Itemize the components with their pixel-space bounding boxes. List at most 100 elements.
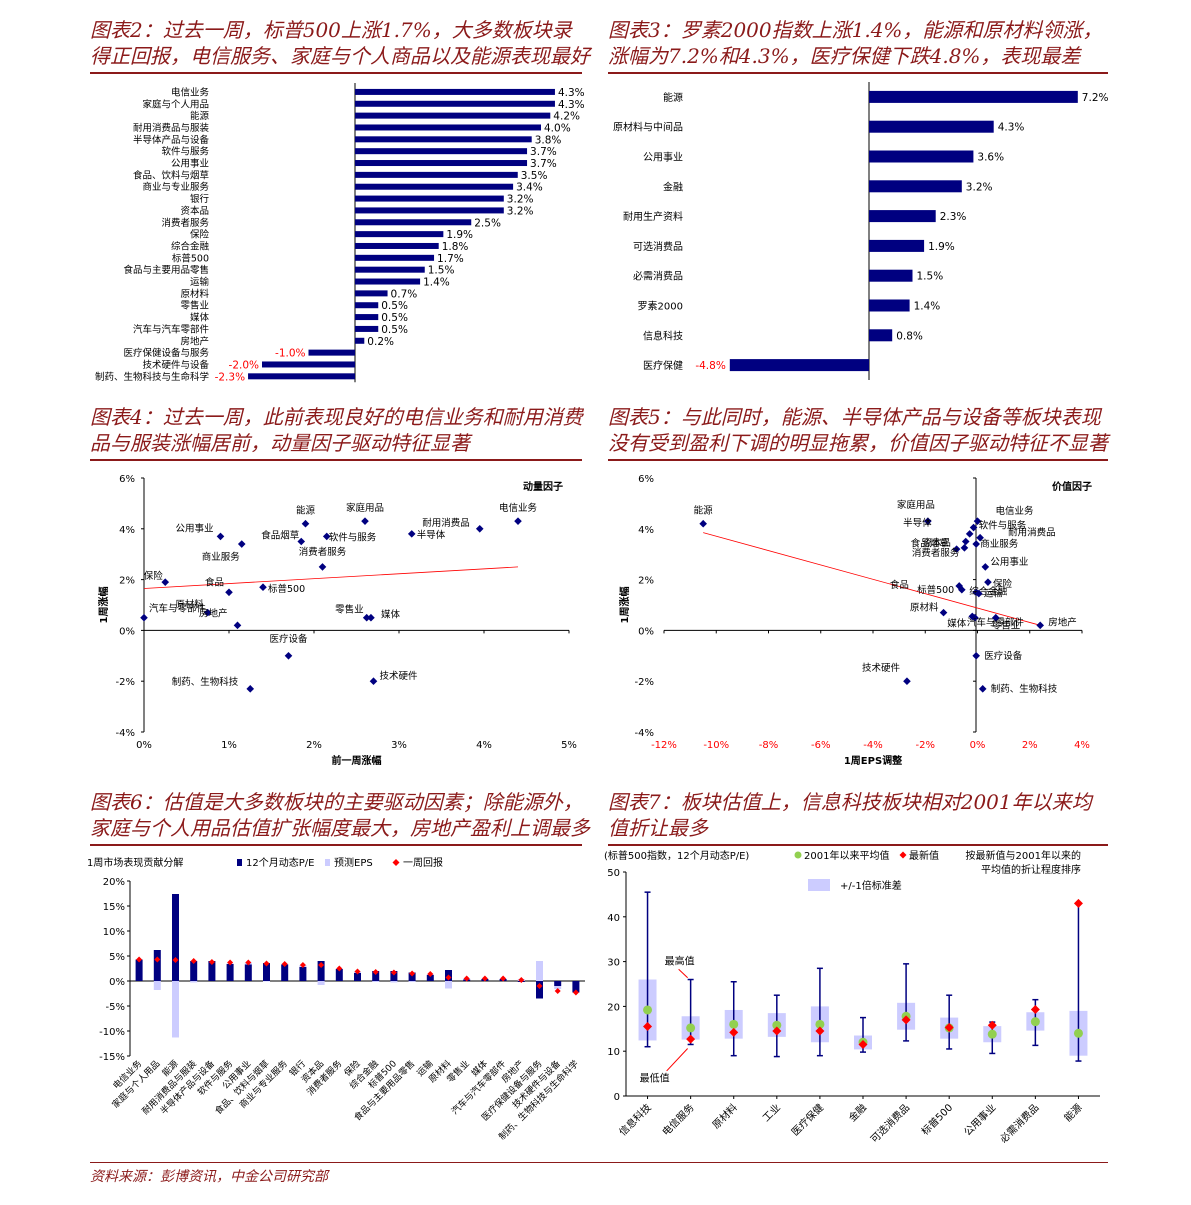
fig2-category-label: 软件与服务	[161, 146, 209, 158]
fig5-point-label: 资本品	[922, 537, 951, 549]
fig5-point-label: 媒体	[947, 617, 967, 629]
fig2-category-label: 商业与专业服务	[142, 181, 209, 193]
fig2-category-label: 能源	[190, 110, 210, 122]
fig6-pe-bar	[390, 971, 398, 981]
fig6-return-point	[372, 969, 379, 975]
fig5-trendline	[703, 532, 1041, 626]
fig7-title: 图表7：板块估值上，信息科技板块相对2001年以来均 值折让最多	[608, 789, 1128, 841]
fig2-bar	[355, 266, 425, 273]
source-note: 资料来源：彭博资讯，中金公司研究部	[90, 1169, 328, 1185]
fig6-return-point	[208, 959, 215, 965]
fig2-category-label: 标普500	[172, 252, 209, 264]
fig2-bar	[355, 302, 379, 309]
fig2-category-label: 家庭与个人用品	[142, 98, 209, 110]
fig5-y-tick-label: 6%	[638, 474, 654, 485]
fig5-x-tick-label: -8%	[759, 740, 778, 751]
fig6-legend-pe: 12个月动态P/E	[246, 856, 314, 869]
fig6-pe-bar	[554, 981, 562, 986]
fig5-point	[984, 578, 992, 586]
fig7-legend-latest: 最新值	[909, 850, 939, 862]
fig7-category-label: 信息科技	[616, 1101, 653, 1138]
fig4-point	[362, 613, 371, 622]
fig3-bar	[869, 329, 893, 342]
fig4-point	[284, 652, 293, 660]
fig7-latest-point	[643, 1022, 653, 1032]
fig6-return-point	[572, 989, 579, 996]
fig2-bar	[355, 148, 528, 155]
fig3-category-label: 公用事业	[643, 151, 683, 164]
fig6-y-tick-label: 15%	[103, 902, 125, 913]
fig6-y-tick-label: -10%	[99, 1027, 125, 1038]
fig2-bar	[355, 278, 421, 285]
fig6-pe-bar	[354, 973, 361, 981]
fig5-point-label: 公用事业	[990, 556, 1028, 568]
fig3-category-label: 金融	[663, 180, 683, 193]
fig6-legend-return: 一周回报	[403, 856, 443, 869]
fig3-bar	[869, 269, 913, 282]
fig7-legend-std: +/-1倍标准差	[840, 879, 902, 892]
fig5-point	[965, 530, 974, 538]
fig7-note-line2: 平均值的折让程度排序	[981, 863, 1081, 876]
fig6-eps-bar	[263, 981, 270, 982]
fig3-bar	[869, 120, 994, 133]
fig4-point-label: 家庭用品	[346, 502, 384, 514]
fig7-latest-point	[729, 1027, 739, 1037]
fig7-category-label: 医疗保健	[789, 1101, 826, 1138]
fig6-pe-bar	[408, 972, 416, 981]
fig2-data-label: 1.8%	[442, 241, 469, 253]
fig6-legend-swatch-return	[392, 859, 400, 866]
fig2-title-line2: 得正回报，电信服务、家庭与个人商品以及能源表现最好	[90, 44, 590, 68]
fig2-data-label: 3.7%	[530, 158, 557, 170]
fig3-data-label: 2.3%	[940, 211, 967, 223]
fig6-contribution-chart: 1周市场表现贡献分解 12个月动态P/E 预测EPS 一周回报 -15% -10% -5% 0…	[87, 856, 585, 1142]
fig5-point	[991, 613, 1000, 622]
fig2-category-label: 房地产	[180, 335, 209, 347]
fig2-data-label: 0.2%	[367, 336, 394, 348]
fig2-category-label: 食品、饮料与烟草	[133, 169, 209, 181]
fig3-data-label: 7.2%	[1082, 92, 1109, 104]
fig2-rule	[90, 72, 582, 74]
fig2-bar	[355, 195, 504, 202]
fig2-category-label: 媒体	[190, 312, 210, 324]
fig3-title: 图表3：罗素2000指数上涨1.4%，能源和原材料领涨， 涨幅为7.2%和4.3…	[608, 17, 1128, 69]
fig4-point-label: 制药、生物科技	[172, 676, 239, 688]
fig6-pe-bar	[226, 964, 234, 981]
fig7-avg-point	[643, 1005, 653, 1015]
fig6-legend-swatch-eps	[325, 859, 330, 866]
fig4-title: 图表4：过去一周，此前表现良好的电信业务和耐用消费 品与服装涨幅居前，动量因子驱…	[90, 404, 590, 456]
fig3-bar	[869, 299, 910, 312]
fig5-point-label: 运输	[984, 588, 1004, 600]
fig7-category-label: 必需消费品	[997, 1101, 1042, 1146]
fig7-avg-point	[686, 1023, 696, 1033]
fig4-point	[369, 677, 378, 685]
fig4-point-label: 食品	[205, 576, 224, 588]
fig5-point-label: 耐用消费品	[1008, 527, 1056, 539]
fig7-latest-point	[987, 1020, 997, 1030]
fig4-point-label: 能源	[296, 505, 316, 517]
fig5-point-label: 技术硬件	[862, 662, 901, 674]
fig4-point-label: 零售业	[335, 604, 364, 616]
fig3-data-label: 0.8%	[896, 330, 923, 342]
fig2-bar	[355, 337, 365, 344]
fig6-chart-title: 1周市场表现贡献分解	[87, 856, 183, 869]
fig2-data-label: -2.0%	[229, 359, 259, 371]
fig5-rule	[608, 459, 1108, 461]
fig5-title: 图表5：与此同时，能源、半导体产品与设备等板块表现 没有受到盈利下调的明显拖累，…	[608, 404, 1128, 456]
fig5-point	[699, 519, 707, 528]
fig5-point-label: 家庭用品	[897, 499, 935, 511]
fig4-point	[246, 685, 255, 693]
fig6-pe-bar	[135, 959, 143, 981]
fig4-y-tick-label: -2%	[116, 677, 135, 688]
fig5-x-tick-label: -10%	[703, 740, 729, 751]
fig5-point-label: 半导体	[903, 517, 932, 529]
fig5-x-tick-label: -2%	[916, 740, 935, 751]
fig2-bar	[355, 136, 532, 143]
fig5-x-axis-title: 1周EPS调整	[844, 754, 902, 767]
fig5-point	[975, 589, 983, 598]
fig6-return-point	[154, 956, 161, 963]
fig2-bar-chart: 4.3% 电信业务 4.3% 家庭与个人用品 4.2% 能源 4.0% 耐用消费品与服装 3.8…	[95, 83, 585, 383]
fig2-bar	[355, 207, 504, 214]
fig5-point	[976, 533, 984, 542]
fig5-point-label: 商业服务	[980, 538, 1019, 550]
fig3-bar	[869, 150, 974, 163]
